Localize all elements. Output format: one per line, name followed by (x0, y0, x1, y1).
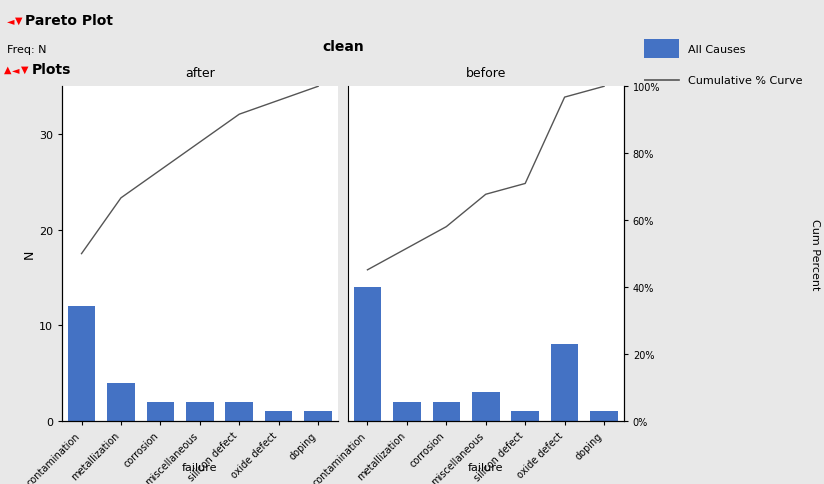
Bar (265, 411, 293, 421)
Text: ▼: ▼ (21, 65, 28, 75)
Text: Cumulative % Curve: Cumulative % Curve (687, 76, 802, 86)
Bar (550, 345, 578, 421)
Text: ◄: ◄ (12, 65, 20, 75)
Text: Plots: Plots (31, 63, 71, 76)
Y-axis label: N: N (23, 249, 36, 259)
Bar (472, 393, 499, 421)
Text: Cum Percent: Cum Percent (810, 218, 820, 290)
Text: All Causes: All Causes (687, 45, 745, 55)
Text: before: before (466, 67, 506, 80)
Text: after: after (185, 67, 215, 80)
Text: Freq: N: Freq: N (7, 45, 46, 55)
Bar (433, 402, 460, 421)
Bar (590, 411, 618, 421)
Bar (304, 411, 332, 421)
Bar (68, 306, 96, 421)
Text: ◄: ◄ (7, 15, 14, 26)
Text: failure: failure (182, 462, 218, 472)
Bar (512, 411, 539, 421)
Text: ▲: ▲ (4, 65, 12, 75)
Bar (147, 402, 174, 421)
Text: Pareto Plot: Pareto Plot (25, 14, 113, 28)
Bar (107, 383, 135, 421)
Bar (393, 402, 421, 421)
Bar (186, 402, 213, 421)
Text: ▼: ▼ (15, 15, 22, 26)
Text: clean: clean (322, 40, 363, 54)
Bar (226, 402, 253, 421)
Text: failure: failure (468, 462, 503, 472)
Bar (353, 287, 382, 421)
